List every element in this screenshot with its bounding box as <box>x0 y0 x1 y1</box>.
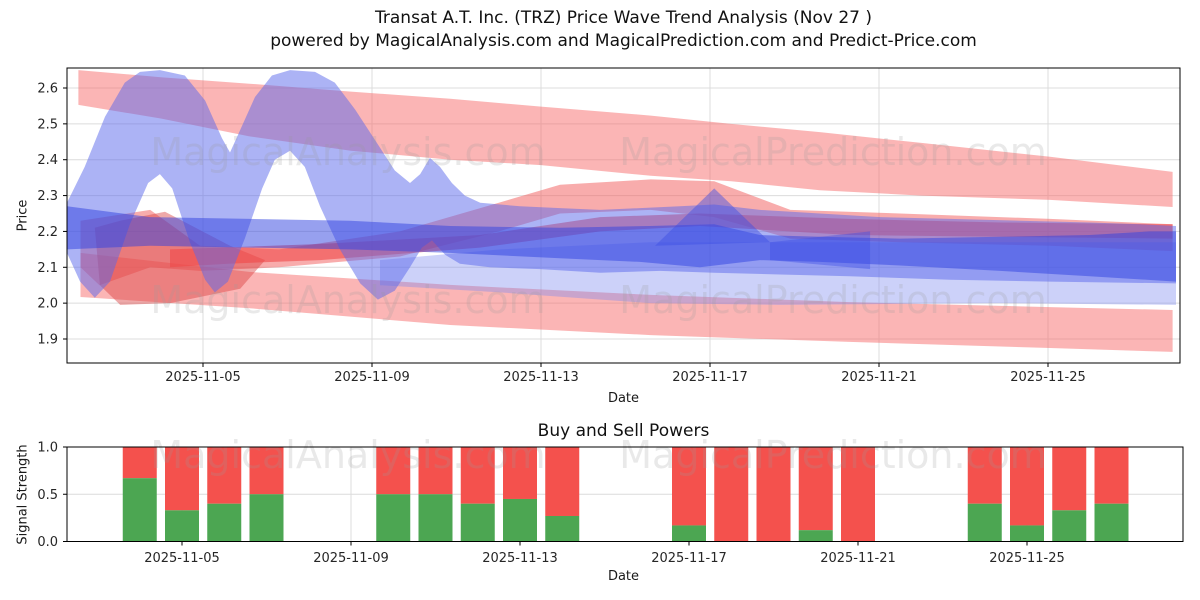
axes-spines-and-ticks: 2025-11-05 2025-11-09 2025-11-13 2025-11-17… <box>37 67 1184 566</box>
signal-y-axis-label: Signal Strength <box>15 444 31 545</box>
buy-bar-segment <box>122 478 157 542</box>
price-wave-bands <box>67 70 1176 352</box>
watermark-text: MagicalAnalysis.com <box>150 130 545 174</box>
y-tick-label: 2.4 <box>37 153 58 168</box>
buy-bar-segment <box>967 503 1002 542</box>
buy-bar-segment <box>418 494 453 542</box>
sell-bar-segment <box>165 447 199 511</box>
sell-bar-segment <box>376 447 411 495</box>
chart-subtitle: powered by MagicalAnalysis.com and Magic… <box>270 31 977 51</box>
x-tick-label: 2025-11-09 <box>313 551 389 566</box>
pink-lower-band <box>80 252 1173 352</box>
y-tick-label: 0.5 <box>37 488 58 503</box>
buy-bar-segment <box>165 510 199 542</box>
sell-bar-segment <box>967 447 1002 504</box>
sell-bar-segment <box>672 447 706 526</box>
price-y-axis-label: Price <box>15 199 31 232</box>
x-tick-label: 2025-11-25 <box>989 551 1065 566</box>
sell-bar-segment <box>841 447 875 542</box>
buy-bar-segment <box>1010 525 1044 542</box>
watermark-text: MagicalAnalysis.com <box>150 278 545 322</box>
watermark-text: MagicalPrediction.com <box>619 278 1047 322</box>
buy-bar-segment <box>545 515 580 542</box>
watermark-layer: MagicalAnalysis.com MagicalPrediction.com… <box>150 130 1046 477</box>
sell-bar-segment <box>714 447 749 542</box>
buy-bar-segment <box>207 503 242 542</box>
sell-bar-segment <box>1010 447 1044 526</box>
x-tick-label: 2025-11-13 <box>503 370 579 385</box>
y-tick-label: 2.5 <box>37 117 58 132</box>
y-tick-label: 2.6 <box>37 82 58 97</box>
buy-bar-segment <box>798 530 833 542</box>
sell-bar-segment <box>207 447 242 504</box>
sell-bar-segment <box>756 447 791 542</box>
sell-bar-segment <box>460 447 495 504</box>
buy-bar-segment <box>460 503 495 542</box>
y-tick-label: 0.0 <box>37 535 58 550</box>
x-tick-label: 2025-11-17 <box>651 551 727 566</box>
y-tick-label: 2.1 <box>37 261 58 276</box>
buy-bar-segment <box>376 494 411 542</box>
sell-bar-segment <box>122 447 157 479</box>
chart-title: Transat A.T. Inc. (TRZ) Price Wave Trend… <box>375 8 872 28</box>
buy-bar-segment <box>1052 510 1087 542</box>
blue-wedge-right <box>770 231 871 270</box>
buy-bar-segment <box>672 525 706 542</box>
x-tick-label: 2025-11-05 <box>144 551 220 566</box>
x-tick-label: 2025-11-21 <box>841 370 917 385</box>
y-tick-label: 1.0 <box>37 441 58 456</box>
sell-bar-segment <box>1094 447 1129 504</box>
buy-bar-segment <box>1094 503 1129 542</box>
y-tick-label: 2.2 <box>37 225 58 240</box>
sell-bar-segment <box>1052 447 1087 511</box>
watermark-text: MagicalPrediction.com <box>619 433 1047 477</box>
x-tick-label: 2025-11-13 <box>482 551 558 566</box>
buy-bar-segment <box>503 498 537 542</box>
watermark-text: MagicalPrediction.com <box>619 130 1047 174</box>
x-tick-label: 2025-11-09 <box>334 370 410 385</box>
sell-bar-segment <box>503 447 537 499</box>
x-tick-label: 2025-11-21 <box>820 551 896 566</box>
buy-bar-segment <box>249 494 284 542</box>
price-x-axis-label: Date <box>607 391 640 406</box>
axes-spine <box>66 67 1181 364</box>
y-tick-label: 1.9 <box>37 332 58 347</box>
pink-upper-band <box>78 70 1173 207</box>
blue-dark-band <box>67 206 1176 282</box>
x-tick-label: 2025-11-05 <box>165 370 241 385</box>
y-tick-label: 2.0 <box>37 297 58 312</box>
sell-bar-segment <box>545 447 580 516</box>
signal-chart-title: Buy and Sell Powers <box>537 421 710 441</box>
sell-bar-segment <box>798 447 833 531</box>
x-tick-label: 2025-11-25 <box>1010 370 1086 385</box>
x-tick-label: 2025-11-17 <box>672 370 748 385</box>
signal-x-axis-label: Date <box>607 569 640 584</box>
watermark-text: MagicalAnalysis.com <box>150 433 545 477</box>
blue-wedge-nov17 <box>655 188 770 246</box>
sell-bar-segment <box>418 447 453 495</box>
y-tick-label: 2.3 <box>37 189 58 204</box>
sell-bar-segment <box>249 447 284 495</box>
signal-bars <box>122 447 1129 542</box>
